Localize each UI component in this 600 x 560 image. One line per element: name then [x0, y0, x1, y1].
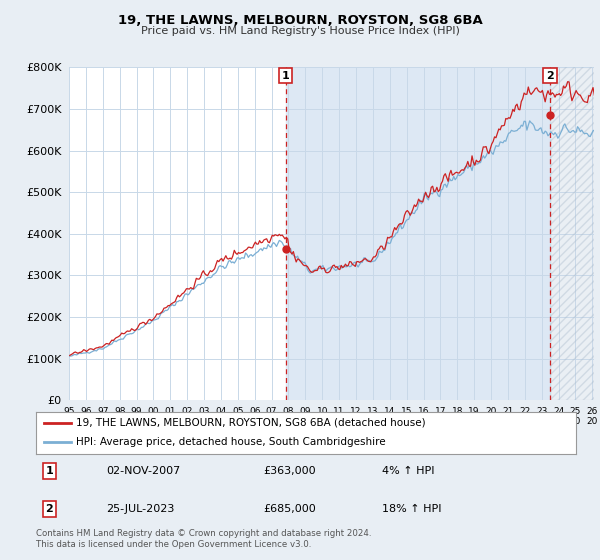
Point: [281, 245, 290, 254]
Text: 1: 1: [46, 466, 53, 476]
Text: 1: 1: [282, 71, 290, 81]
Text: 2: 2: [46, 504, 53, 514]
Text: 4% ↑ HPI: 4% ↑ HPI: [382, 466, 434, 476]
Text: Contains HM Land Registry data © Crown copyright and database right 2024.: Contains HM Land Registry data © Crown c…: [36, 529, 371, 538]
Text: 19, THE LAWNS, MELBOURN, ROYSTON, SG8 6BA (detached house): 19, THE LAWNS, MELBOURN, ROYSTON, SG8 6B…: [77, 418, 426, 428]
Text: 25-JUL-2023: 25-JUL-2023: [106, 504, 175, 514]
Bar: [286, 67, 550, 400]
Text: 02-NOV-2007: 02-NOV-2007: [106, 466, 181, 476]
Text: Price paid vs. HM Land Registry's House Price Index (HPI): Price paid vs. HM Land Registry's House …: [140, 26, 460, 36]
Text: 19, THE LAWNS, MELBOURN, ROYSTON, SG8 6BA: 19, THE LAWNS, MELBOURN, ROYSTON, SG8 6B…: [118, 14, 482, 27]
Text: HPI: Average price, detached house, South Cambridgeshire: HPI: Average price, detached house, Sout…: [77, 437, 386, 447]
Point: [545, 111, 555, 120]
Text: £685,000: £685,000: [263, 504, 316, 514]
Bar: [550, 67, 594, 400]
Text: This data is licensed under the Open Government Licence v3.0.: This data is licensed under the Open Gov…: [36, 540, 311, 549]
Text: 2: 2: [546, 71, 554, 81]
Text: 18% ↑ HPI: 18% ↑ HPI: [382, 504, 441, 514]
Bar: [550, 67, 594, 400]
Text: £363,000: £363,000: [263, 466, 316, 476]
